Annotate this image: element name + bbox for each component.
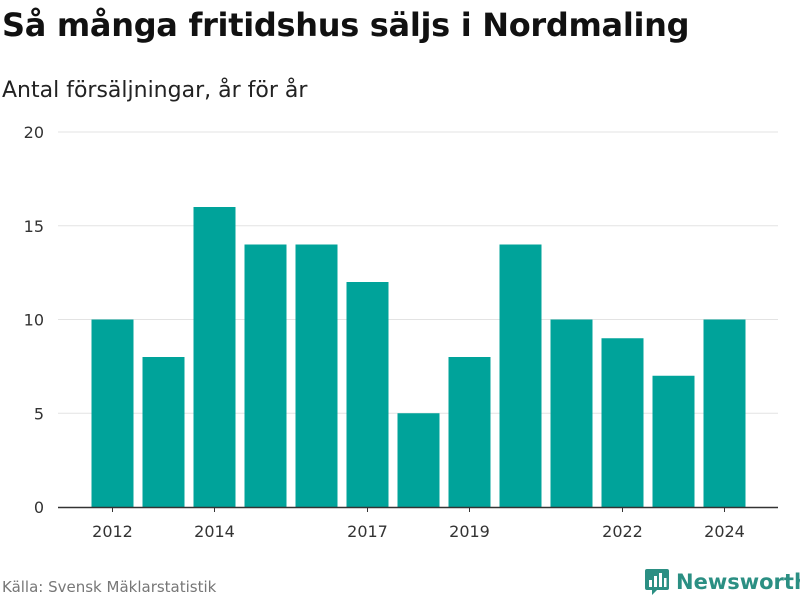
chart-title: Så många fritidshus säljs i Nordmaling [2,6,690,44]
axes: 0 5 10 15 20 2012 2014 2017 2019 2022 2024 [24,123,778,541]
bar-2023 [652,375,695,507]
bar-2017 [346,282,389,507]
x-tick-label: 2014 [194,522,235,541]
x-tick-label: 2019 [449,522,490,541]
y-tick-label: 20 [24,123,44,142]
y-tick-label: 10 [24,311,44,330]
x-tick-label: 2017 [347,522,388,541]
bars [91,207,746,507]
bar-2019 [448,357,491,507]
bar-2021 [550,319,593,507]
bar-2013 [142,357,185,507]
bar-2016 [295,244,338,507]
bar-2012 [91,319,134,507]
brand-logo: Newsworthy [644,568,800,596]
chart-subtitle: Antal försäljningar, år för år [2,78,308,103]
x-tick-label: 2024 [704,522,745,541]
source-note: Källa: Svensk Mäklarstatistik [2,578,217,596]
y-tick-label: 5 [34,404,44,423]
bar-2018 [397,413,440,507]
bar-2024 [703,319,746,507]
bar-chart: 0 5 10 15 20 2012 2014 2017 2019 2022 2024 [24,123,778,541]
bar-2015 [244,244,287,507]
x-tick-label: 2022 [602,522,643,541]
bar-2022 [601,338,644,507]
bar-chart-logo-icon [645,569,669,595]
y-tick-label: 0 [34,498,44,517]
brand-name: Newsworthy [676,570,800,594]
bar-2014 [193,207,236,507]
y-tick-label: 15 [24,217,44,236]
x-tick-label: 2012 [92,522,133,541]
bar-2020 [499,244,542,507]
